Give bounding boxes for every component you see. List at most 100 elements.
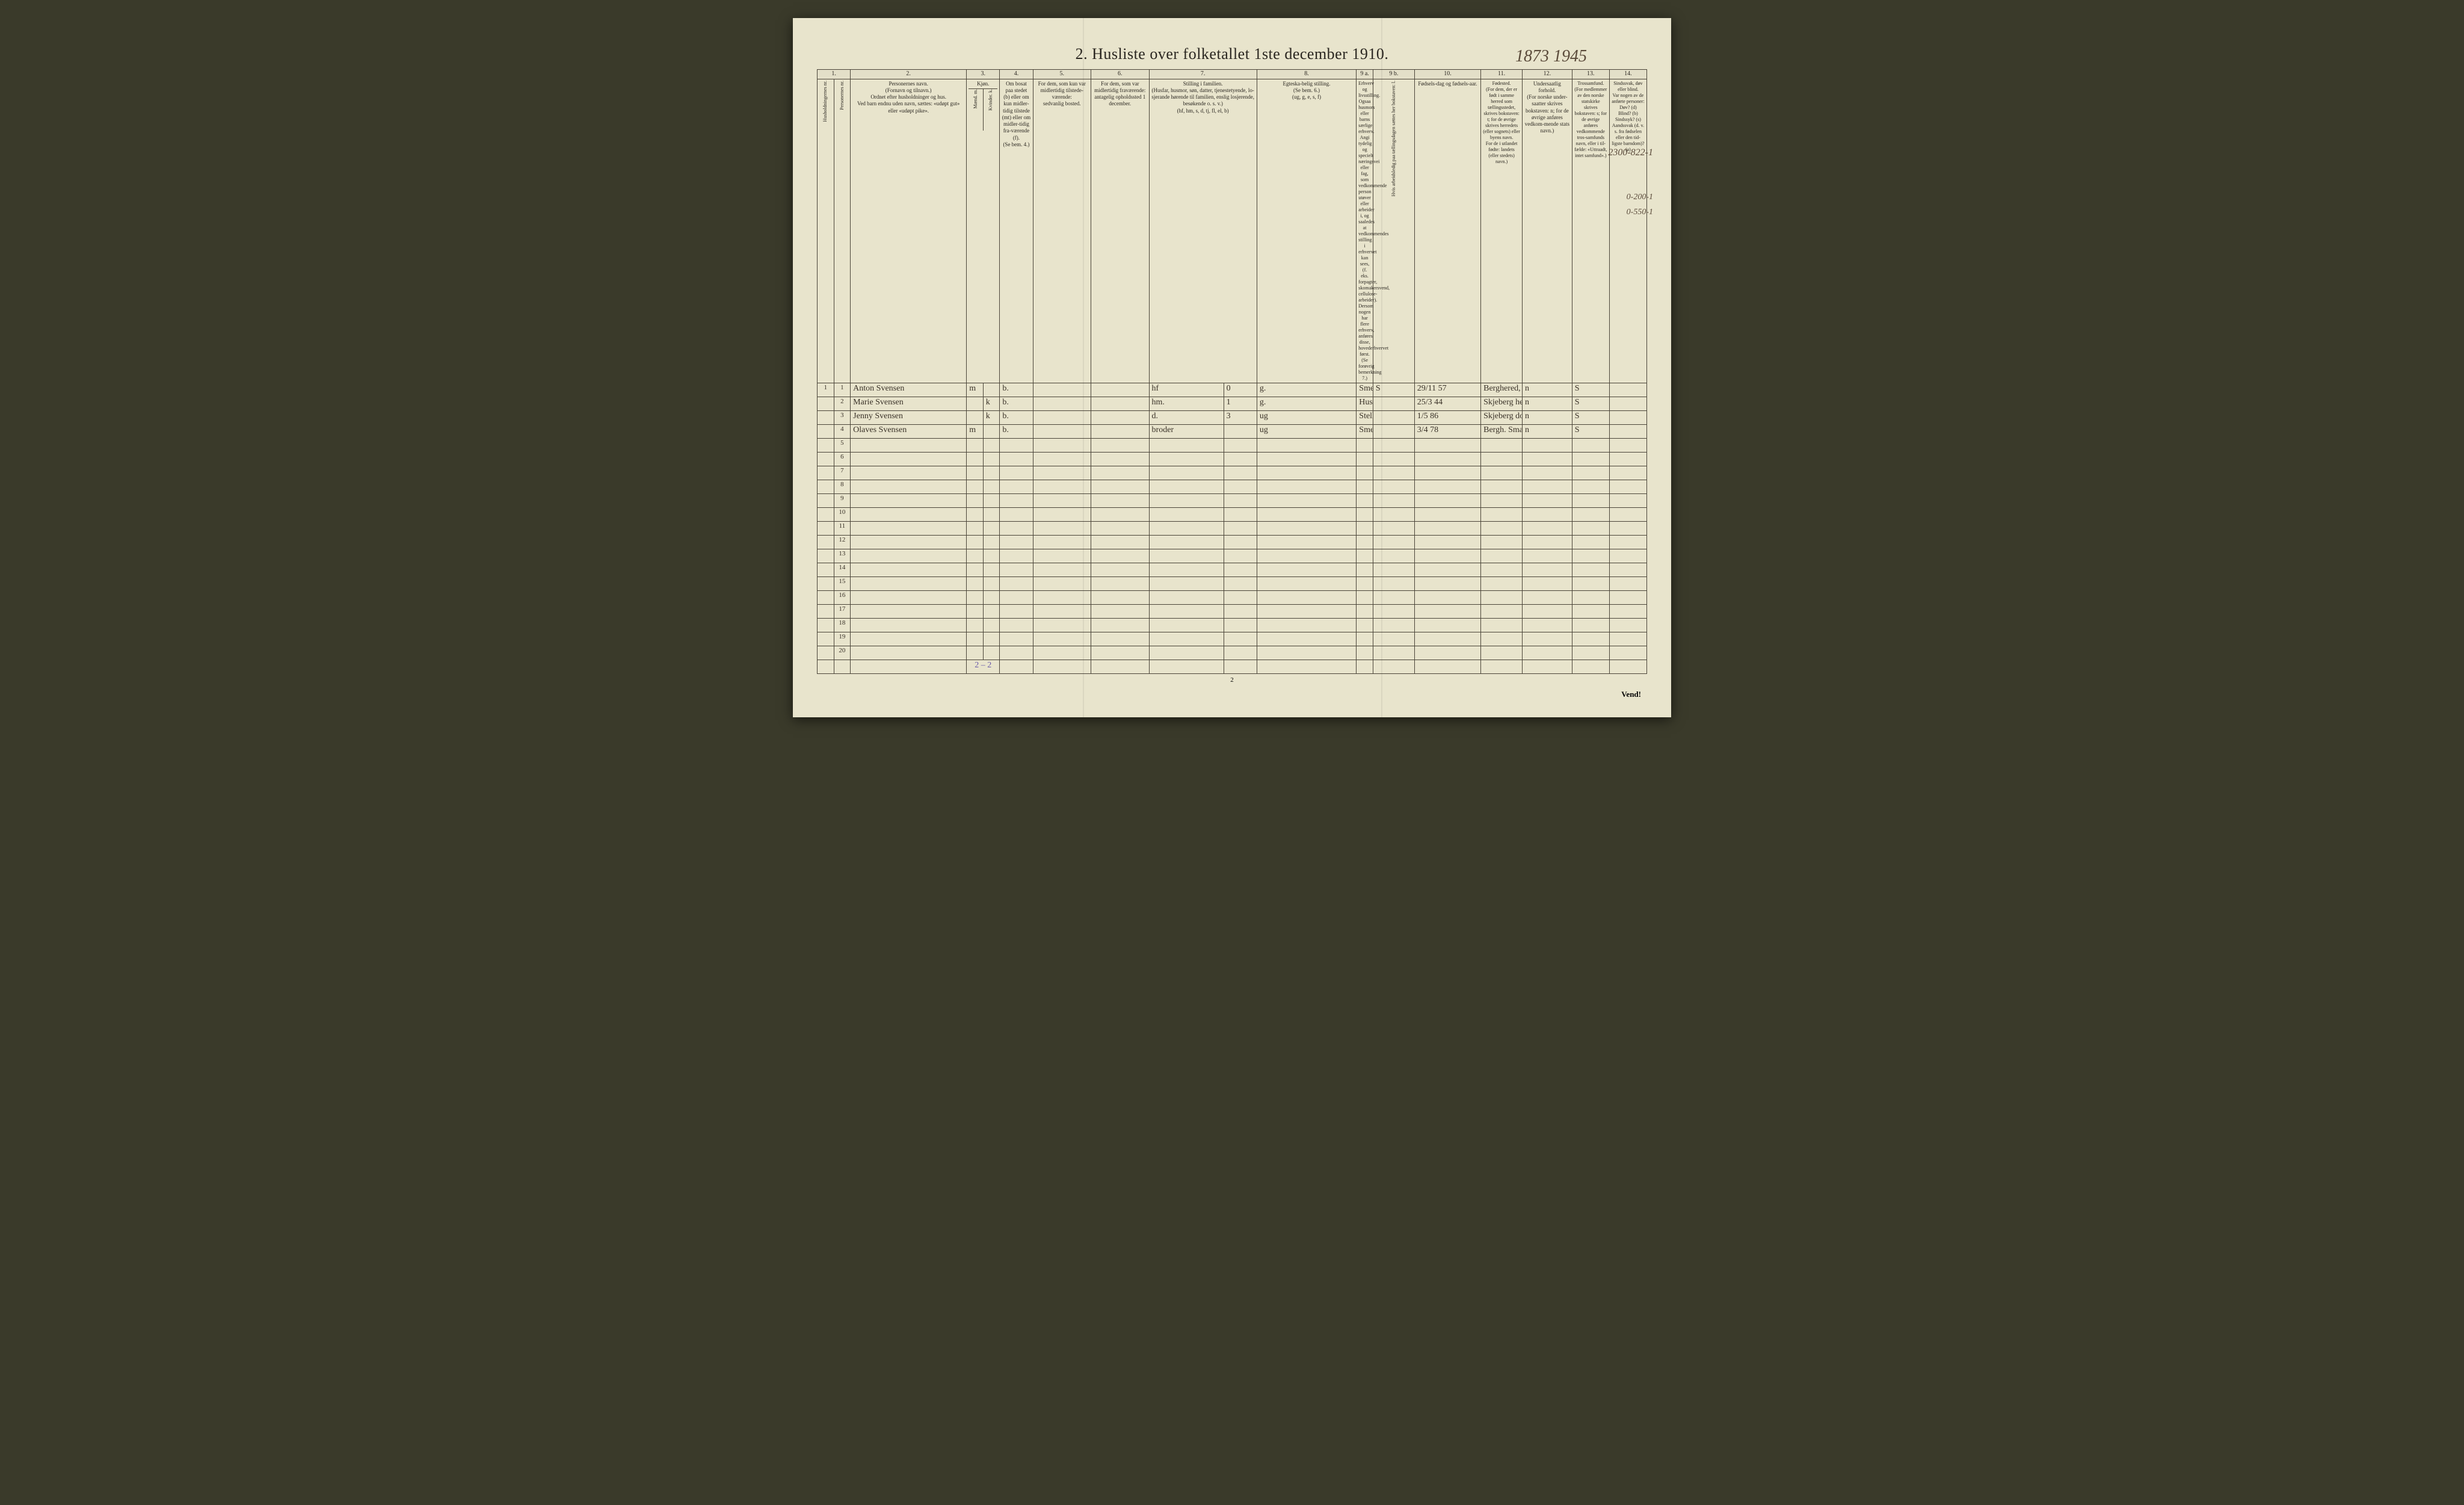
cell-empty: [1572, 438, 1609, 452]
cell-empty: [1357, 618, 1373, 632]
table-row: 3Jenny Svensenkb.d.3ugSteller i huset og…: [818, 410, 1647, 424]
cell-empty: [1357, 632, 1373, 646]
cell-empty: [1414, 438, 1480, 452]
cell-empty: [1149, 549, 1224, 563]
cell-empty: [1033, 632, 1091, 646]
cell-empty: [1000, 438, 1033, 452]
cell-empty: [967, 438, 984, 452]
cell-empty: [1357, 646, 1373, 660]
cell-empty: [1149, 438, 1224, 452]
cell-empty: [1572, 507, 1609, 521]
table-row-empty: 11: [818, 521, 1647, 535]
cell-empty: [1224, 563, 1257, 576]
cell-empty: [1000, 452, 1033, 466]
cell-fsted: Berghered, Smaal.: [1481, 383, 1523, 397]
cell-empty: 19: [834, 632, 851, 646]
cell-empty: [851, 452, 967, 466]
cell-stilling: hm.: [1149, 397, 1224, 410]
cell-empty: [1523, 480, 1572, 493]
cell-empty: [1091, 480, 1150, 493]
cell-l: [1373, 410, 1414, 424]
cell-empty: [967, 521, 984, 535]
cell-empty: [967, 563, 984, 576]
colnum-12: 12.: [1523, 70, 1572, 79]
cell-empty: [1481, 466, 1523, 480]
cell-empty: [1523, 646, 1572, 660]
colnum-7: 7.: [1149, 70, 1257, 79]
cell-empty: [1357, 493, 1373, 507]
cell-empty: [1033, 507, 1091, 521]
colnum-10: 10.: [1414, 70, 1480, 79]
census-table: 1. 2. 3. 4. 5. 6. 7. 8. 9 a. 9 b. 10. 11…: [817, 69, 1647, 674]
cell-empty: [1414, 549, 1480, 563]
cell-empty: [1149, 480, 1224, 493]
cell-empty: [1523, 576, 1572, 590]
table-body: 11Anton Svensenmb.hf0g.Smed, snekker, jo…: [818, 383, 1647, 673]
cell-empty: [1000, 618, 1033, 632]
cell-empty: [1523, 618, 1572, 632]
table-row-empty: 5: [818, 438, 1647, 452]
cell-c5: [1033, 410, 1091, 424]
cell-empty: [1572, 535, 1609, 549]
cell-empty: [1609, 549, 1646, 563]
cell-empty: [1572, 604, 1609, 618]
cell-hnr: [818, 424, 834, 438]
cell-empty: [818, 480, 834, 493]
cell-c5: [1033, 424, 1091, 438]
cell-empty: [1257, 563, 1356, 576]
cell-empty: [1609, 493, 1646, 507]
cell-empty: [851, 618, 967, 632]
cell-empty: [983, 576, 1000, 590]
cell-empty: [967, 618, 984, 632]
cell-empty: [1000, 563, 1033, 576]
cell-empty: [1373, 549, 1414, 563]
cell-empty: [983, 480, 1000, 493]
cell-empty: [983, 493, 1000, 507]
table-row-empty: 8: [818, 480, 1647, 493]
cell-empty: [818, 576, 834, 590]
cell-empty: [1414, 452, 1480, 466]
cell-empty: [1000, 576, 1033, 590]
cell-empty: [1414, 535, 1480, 549]
cell-empty: [1481, 438, 1523, 452]
cell-empty: [1373, 535, 1414, 549]
hdr-midl-tilstede: For dem, som kun var midlertidig tilsted…: [1033, 79, 1091, 383]
cell-empty: [1091, 452, 1150, 466]
cell-empty: [851, 438, 967, 452]
cell-empty: [1257, 590, 1356, 604]
cell-empty: [1609, 632, 1646, 646]
cell-tros: S: [1572, 410, 1609, 424]
cell-empty: [1373, 590, 1414, 604]
table-row-empty: 12: [818, 535, 1647, 549]
cell-empty: [818, 646, 834, 660]
cell-empty: [1091, 632, 1150, 646]
footer-cell: [1033, 660, 1091, 673]
cell-empty: [983, 563, 1000, 576]
hdr-maend: Mænd. m.: [973, 89, 979, 109]
cell-empty: [1357, 466, 1373, 480]
cell-erhverv: Husstel: [1357, 397, 1373, 410]
cell-c6: [1091, 397, 1150, 410]
hdr-stilling-familie: Stilling i familien. (Husfar, husmor, sø…: [1149, 79, 1257, 383]
cell-empty: [1373, 507, 1414, 521]
cell-empty: [818, 563, 834, 576]
cell-empty: [1149, 563, 1224, 576]
cell-m: m: [967, 383, 984, 397]
cell-empty: [1224, 521, 1257, 535]
cell-empty: [1033, 549, 1091, 563]
cell-empty: [851, 590, 967, 604]
cell-empty: [1481, 590, 1523, 604]
cell-empty: [1609, 563, 1646, 576]
cell-empty: [851, 535, 967, 549]
cell-empty: [1481, 604, 1523, 618]
cell-empty: [1224, 466, 1257, 480]
cell-stilling: d.: [1149, 410, 1224, 424]
cell-empty: [1572, 576, 1609, 590]
cell-empty: [983, 466, 1000, 480]
cell-empty: [967, 452, 984, 466]
cell-empty: [1373, 618, 1414, 632]
cell-empty: [1224, 493, 1257, 507]
cell-empty: [1257, 535, 1356, 549]
cell-l: S: [1373, 383, 1414, 397]
cell-empty: [1091, 618, 1150, 632]
